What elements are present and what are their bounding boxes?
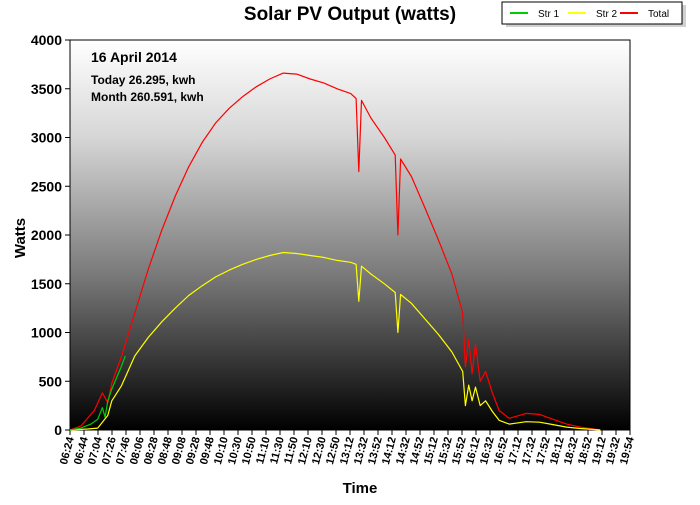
y-tick-label: 500 [39, 373, 63, 389]
y-tick-label: 0 [54, 422, 62, 438]
x-axis-label: Time [343, 480, 378, 497]
y-tick-label: 3000 [31, 130, 62, 146]
series-layer [69, 72, 601, 431]
y-tick-label: 1500 [31, 276, 62, 292]
legend-label-total: Total [648, 9, 669, 20]
today-energy-label: Today 26.295, kwh [91, 73, 196, 87]
series-line-total [69, 72, 601, 431]
y-tick-label: 2500 [31, 178, 62, 194]
legend-label-str2: Str 2 [596, 9, 618, 20]
x-axis: 06:2406:4407:0407:2607:4608:0608:2808:48… [58, 430, 637, 466]
plot-area [69, 39, 631, 431]
series-line-str-2 [69, 251, 601, 431]
date-label: 16 April 2014 [91, 49, 177, 65]
series-line-str-1 [69, 355, 126, 431]
y-tick-label: 2000 [31, 227, 62, 243]
y-tick-label: 1000 [31, 325, 62, 341]
legend: Str 1 Str 2 Total [501, 1, 686, 27]
y-axis: 0 500 1000 1500 2000 2500 3000 3500 4000 [31, 32, 70, 438]
month-energy-label: Month 260.591, kwh [91, 90, 204, 104]
chart-title: Solar PV Output (watts) [244, 4, 456, 25]
y-tick-label: 3500 [31, 81, 62, 97]
y-tick-label: 4000 [31, 32, 62, 48]
y-axis-label: Watts [12, 218, 29, 258]
legend-label-str1: Str 1 [538, 9, 560, 20]
